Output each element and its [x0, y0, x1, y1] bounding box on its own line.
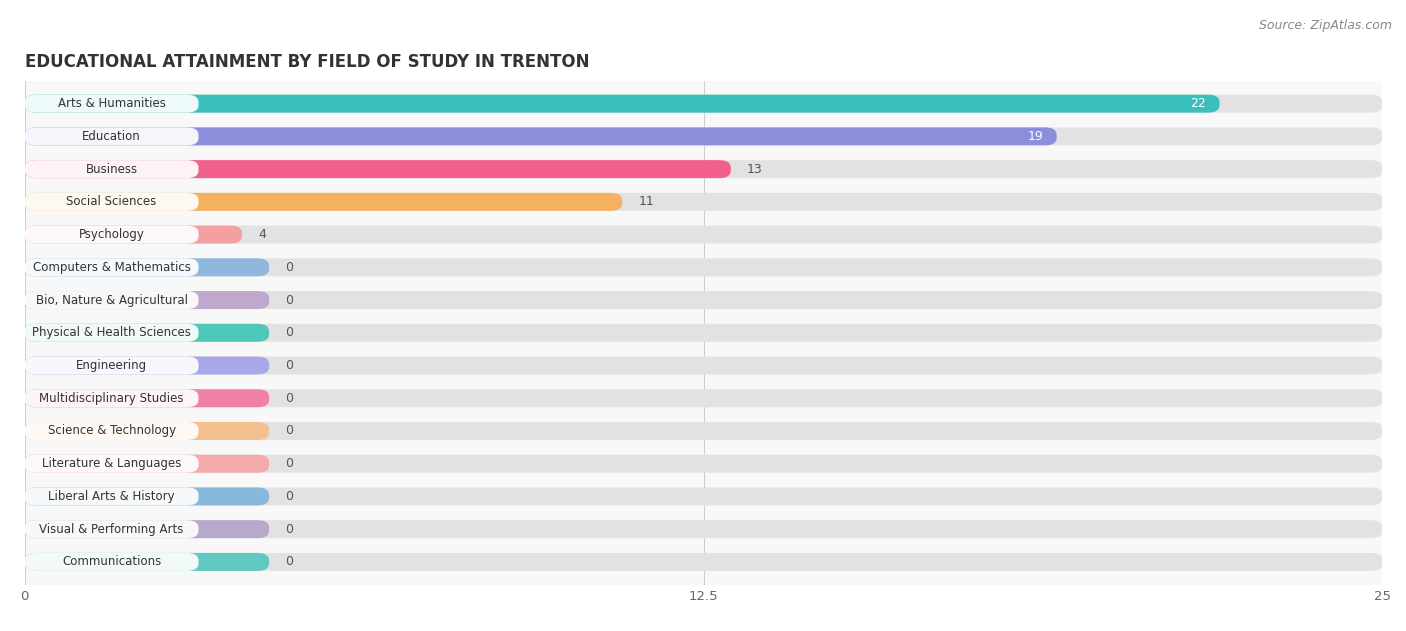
FancyBboxPatch shape: [25, 487, 198, 505]
FancyBboxPatch shape: [25, 258, 269, 276]
Text: EDUCATIONAL ATTAINMENT BY FIELD OF STUDY IN TRENTON: EDUCATIONAL ATTAINMENT BY FIELD OF STUDY…: [25, 53, 589, 71]
FancyBboxPatch shape: [25, 389, 269, 407]
FancyBboxPatch shape: [25, 422, 198, 440]
FancyBboxPatch shape: [25, 258, 198, 276]
FancyBboxPatch shape: [25, 258, 1382, 276]
FancyBboxPatch shape: [25, 520, 1382, 538]
FancyBboxPatch shape: [25, 553, 269, 571]
Text: Business: Business: [86, 163, 138, 175]
Text: 0: 0: [285, 359, 294, 372]
FancyBboxPatch shape: [25, 553, 1382, 571]
FancyBboxPatch shape: [25, 193, 621, 211]
Text: 19: 19: [1028, 130, 1043, 143]
FancyBboxPatch shape: [25, 324, 198, 342]
FancyBboxPatch shape: [25, 291, 198, 309]
FancyBboxPatch shape: [25, 487, 269, 505]
Text: Social Sciences: Social Sciences: [66, 196, 156, 208]
Text: 22: 22: [1191, 97, 1206, 110]
FancyBboxPatch shape: [25, 127, 1382, 145]
Text: Engineering: Engineering: [76, 359, 148, 372]
FancyBboxPatch shape: [25, 455, 198, 473]
FancyBboxPatch shape: [25, 553, 198, 571]
FancyBboxPatch shape: [25, 422, 1382, 440]
FancyBboxPatch shape: [25, 357, 198, 375]
Text: Communications: Communications: [62, 555, 162, 569]
Text: Multidisciplinary Studies: Multidisciplinary Studies: [39, 392, 184, 404]
Text: 0: 0: [285, 261, 294, 274]
FancyBboxPatch shape: [25, 226, 198, 244]
FancyBboxPatch shape: [25, 127, 1057, 145]
Text: 0: 0: [285, 555, 294, 569]
FancyBboxPatch shape: [25, 160, 1382, 178]
FancyBboxPatch shape: [25, 389, 198, 407]
Text: 0: 0: [285, 392, 294, 404]
FancyBboxPatch shape: [25, 324, 269, 342]
Text: 0: 0: [285, 490, 294, 503]
FancyBboxPatch shape: [25, 455, 1382, 473]
Text: 0: 0: [285, 293, 294, 307]
FancyBboxPatch shape: [25, 95, 1382, 113]
FancyBboxPatch shape: [25, 291, 269, 309]
FancyBboxPatch shape: [25, 455, 269, 473]
FancyBboxPatch shape: [25, 226, 1382, 244]
Text: 0: 0: [285, 326, 294, 339]
FancyBboxPatch shape: [25, 357, 269, 375]
Text: Literature & Languages: Literature & Languages: [42, 457, 181, 470]
FancyBboxPatch shape: [25, 487, 1382, 505]
Text: Source: ZipAtlas.com: Source: ZipAtlas.com: [1258, 19, 1392, 32]
Text: 0: 0: [285, 522, 294, 536]
FancyBboxPatch shape: [25, 160, 198, 178]
Text: Bio, Nature & Agricultural: Bio, Nature & Agricultural: [35, 293, 187, 307]
FancyBboxPatch shape: [25, 95, 198, 113]
Text: Arts & Humanities: Arts & Humanities: [58, 97, 166, 110]
FancyBboxPatch shape: [25, 160, 731, 178]
FancyBboxPatch shape: [25, 193, 1382, 211]
FancyBboxPatch shape: [25, 422, 269, 440]
FancyBboxPatch shape: [25, 226, 242, 244]
Text: Psychology: Psychology: [79, 228, 145, 241]
Text: 0: 0: [285, 457, 294, 470]
Text: Visual & Performing Arts: Visual & Performing Arts: [39, 522, 184, 536]
Text: Liberal Arts & History: Liberal Arts & History: [48, 490, 174, 503]
Text: Education: Education: [82, 130, 141, 143]
Text: Physical & Health Sciences: Physical & Health Sciences: [32, 326, 191, 339]
FancyBboxPatch shape: [25, 357, 1382, 375]
FancyBboxPatch shape: [25, 389, 1382, 407]
FancyBboxPatch shape: [25, 193, 198, 211]
FancyBboxPatch shape: [25, 324, 1382, 342]
Text: 11: 11: [638, 196, 654, 208]
Text: Science & Technology: Science & Technology: [48, 425, 176, 437]
Text: 4: 4: [259, 228, 266, 241]
Text: 13: 13: [747, 163, 763, 175]
Text: 0: 0: [285, 425, 294, 437]
FancyBboxPatch shape: [25, 127, 198, 145]
FancyBboxPatch shape: [25, 291, 1382, 309]
FancyBboxPatch shape: [25, 95, 1219, 113]
FancyBboxPatch shape: [25, 520, 269, 538]
Text: Computers & Mathematics: Computers & Mathematics: [32, 261, 191, 274]
FancyBboxPatch shape: [25, 520, 198, 538]
